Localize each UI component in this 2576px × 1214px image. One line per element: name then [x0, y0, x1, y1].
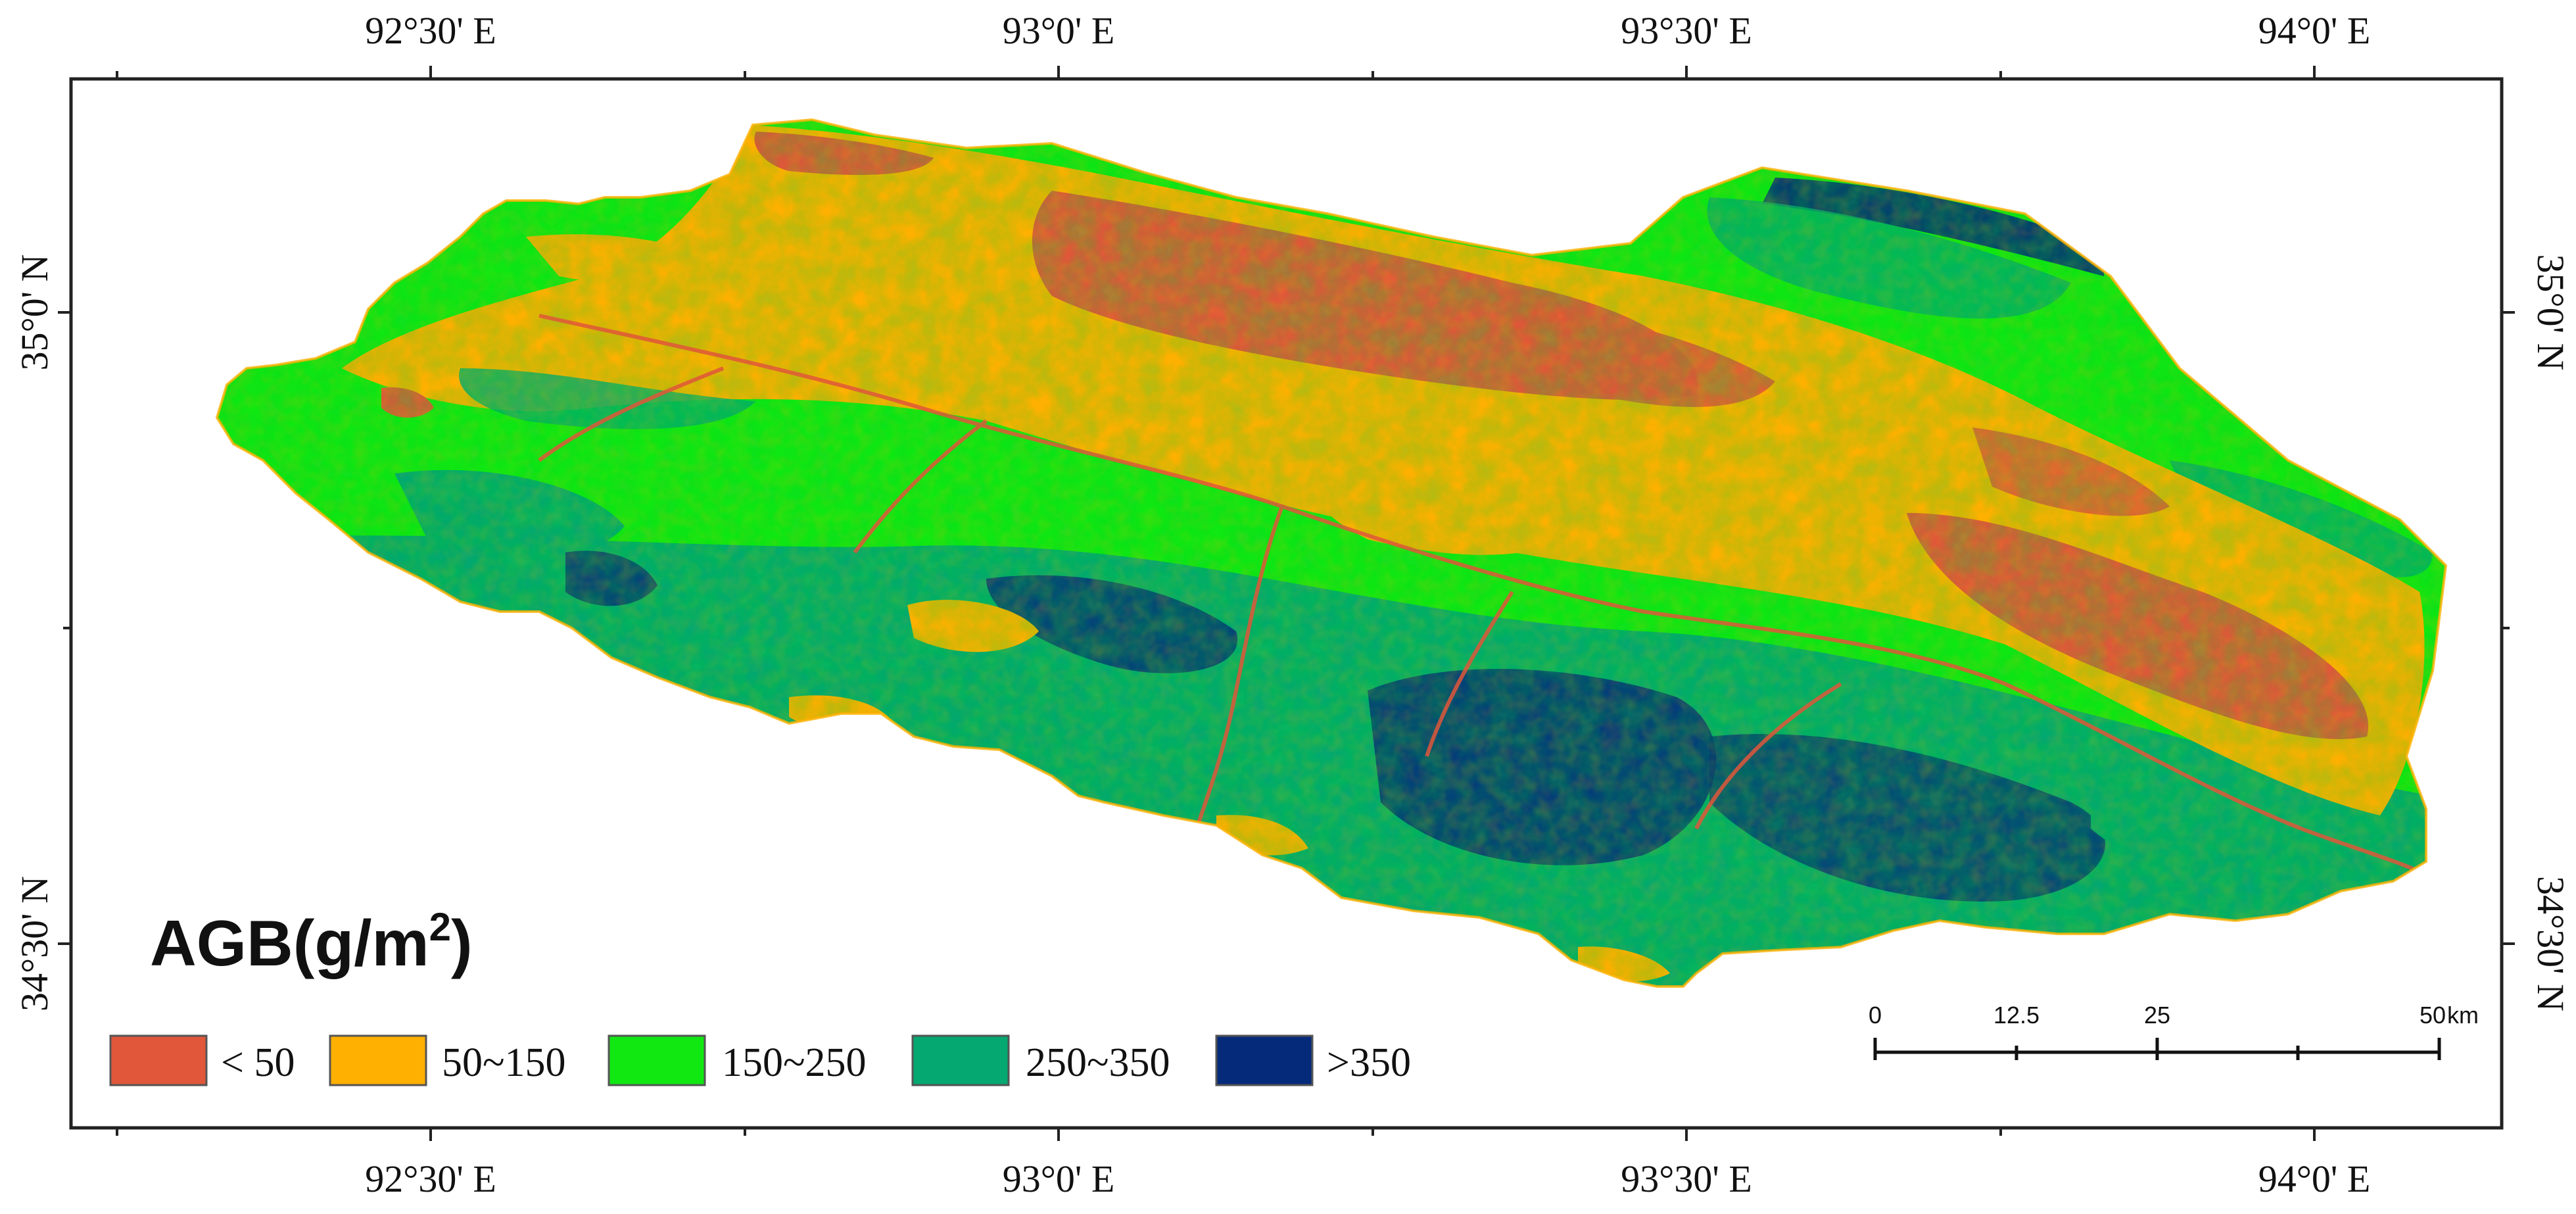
top-lon-label-4: 94°0' E: [2258, 9, 2371, 52]
scale-label-50: 50: [2420, 1002, 2446, 1029]
right-lat-label-2: 34°30' N: [2529, 876, 2572, 1011]
legend-swatch-5: [1215, 1034, 1314, 1086]
top-lon-label-3: 93°30' E: [1621, 9, 1752, 52]
legend-label-5: >350: [1327, 1040, 1411, 1085]
scale-label-12-5: 12.5: [1993, 1002, 2039, 1029]
left-lat-label-2: 34°30' N: [13, 876, 56, 1011]
region-outline: [215, 118, 2448, 988]
scale-bar: [1873, 1038, 2441, 1060]
frame-ticks: [58, 66, 2515, 1141]
legend-label-3: 150~250: [722, 1040, 867, 1085]
bottom-lon-label-1: 92°30' E: [365, 1157, 496, 1200]
legend-swatch-1: [109, 1034, 208, 1086]
bottom-lon-label-2: 93°0' E: [1003, 1157, 1115, 1200]
right-lat-label-1: 35°0' N: [2529, 254, 2572, 370]
scale-label-0: 0: [1869, 1002, 1882, 1029]
bottom-lon-label-3: 93°30' E: [1621, 1157, 1752, 1200]
legend-label-2: 50~150: [442, 1040, 566, 1085]
top-lon-label-2: 93°0' E: [1003, 9, 1115, 52]
legend-label-4: 250~350: [1026, 1040, 1170, 1085]
bottom-lon-label-4: 94°0' E: [2258, 1157, 2371, 1200]
legend-label-1: < 50: [221, 1040, 295, 1085]
legend-swatch-3: [608, 1034, 706, 1086]
legend-swatch-2: [329, 1034, 427, 1086]
top-lon-label-1: 92°30' E: [365, 9, 496, 52]
scale-label-25: 25: [2144, 1002, 2170, 1029]
left-lat-label-1: 35°0' N: [13, 254, 56, 370]
legend: < 50 50~150 150~250 250~350 >350: [109, 1034, 1411, 1086]
legend-swatch-4: [911, 1034, 1010, 1086]
map-title: AGB(g/m2): [150, 905, 473, 979]
scale-unit: km: [2447, 1002, 2479, 1029]
